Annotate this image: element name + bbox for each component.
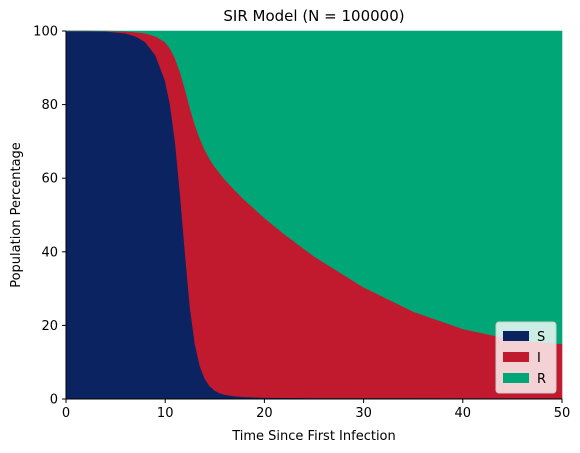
legend-label-r: R — [537, 372, 546, 387]
y-tick-label-80: 80 — [41, 98, 58, 113]
x-tick-label-20: 20 — [256, 406, 273, 421]
y-axis-label: Population Percentage — [9, 142, 24, 288]
y-tick-label-20: 20 — [41, 319, 58, 334]
axes: 0 10 20 30 40 50 0 20 40 60 80 100 — [33, 25, 570, 422]
legend-label-i: I — [537, 351, 541, 366]
chart-title: SIR Model (N = 100000) — [223, 7, 404, 25]
x-tick-label-30: 30 — [355, 406, 372, 421]
legend-swatch-r — [503, 373, 529, 383]
y-tick-label-40: 40 — [41, 245, 58, 260]
x-tick-label-50: 50 — [554, 406, 571, 421]
legend-swatch-i — [503, 352, 529, 362]
y-tick-label-60: 60 — [41, 172, 58, 187]
legend-swatch-s — [503, 331, 529, 341]
x-tick-label-40: 40 — [455, 406, 472, 421]
area-r — [66, 30, 563, 345]
legend: SIR — [495, 321, 557, 394]
area-layers — [65, 30, 563, 400]
x-tick-label-10: 10 — [157, 406, 174, 421]
legend-label-s: S — [537, 330, 545, 345]
y-tick-label-0: 0 — [50, 393, 58, 408]
x-axis-label: Time Since First Infection — [231, 429, 396, 444]
y-tick-label-100: 100 — [33, 25, 58, 40]
x-tick-label-0: 0 — [62, 406, 70, 421]
